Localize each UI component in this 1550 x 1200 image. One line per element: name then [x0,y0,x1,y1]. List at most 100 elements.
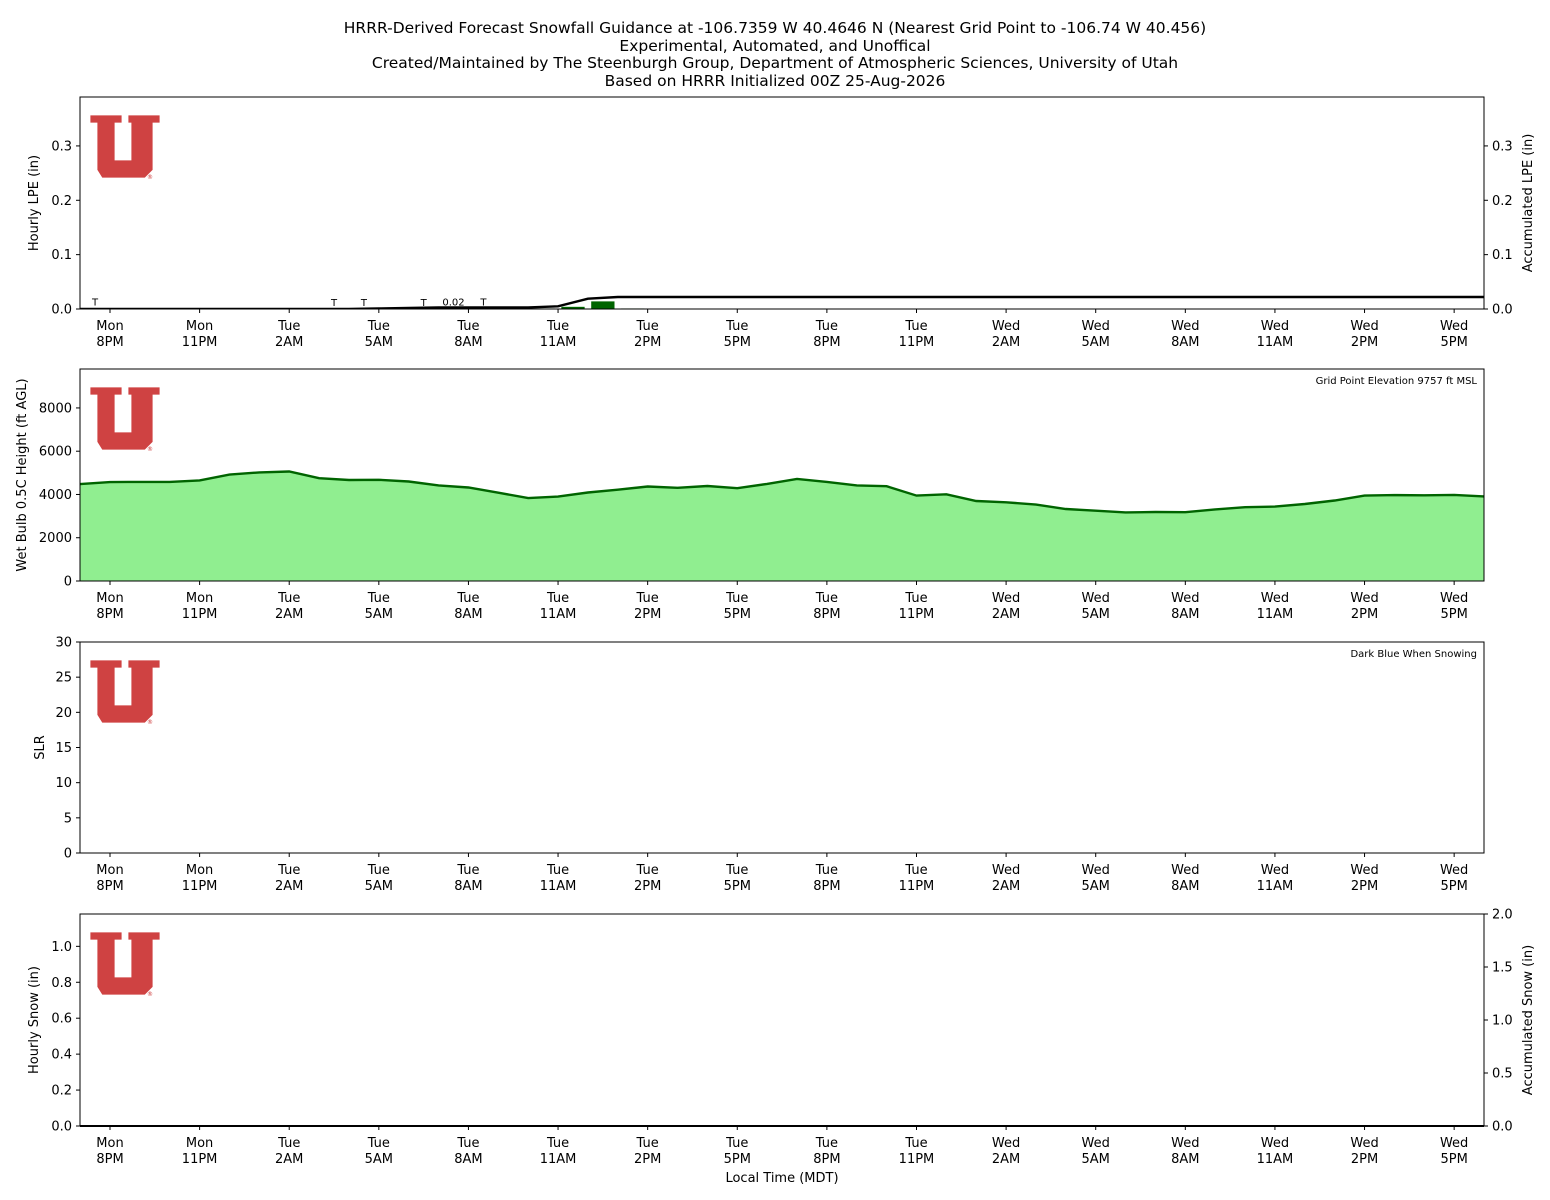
plot-frame [79,368,1485,582]
x-tick-label-day: Tue [904,591,927,606]
x-tick-label-time: 8PM [813,607,840,622]
y2-tick-label: 1.0 [1492,1014,1513,1029]
x-tick-label-time: 11AM [540,879,577,894]
x-tick-label-time: 8AM [1171,879,1199,894]
x-tick-label-day: Wed [992,319,1020,334]
y2-axis-label: Accumulated Snow (in) [1521,945,1536,1095]
x-tick-label-time: 5PM [724,1152,751,1167]
x-tick-label-time: 11PM [899,879,935,894]
x-tick-label-time: 2AM [992,607,1020,622]
snowing-annotation: Dark Blue When Snowing [1350,649,1477,660]
x-tick-label-time: 2AM [275,879,303,894]
x-tick-label-time: 11AM [540,335,577,350]
x-tick-label-time: 2PM [634,607,661,622]
x-tick-label-day: Tue [367,1136,390,1151]
x-tick-label-day: Wed [1440,591,1468,606]
x-tick-label-day: Mon [96,591,123,606]
x-tick-label-day: Wed [1350,1136,1378,1151]
x-tick-label-day: Mon [96,319,123,334]
y2-tick-label: 0.5 [1492,1067,1513,1082]
lpe-bar-label: T [420,298,428,309]
x-tick-label-time: 5PM [724,607,751,622]
y-tick-label: 4000 [39,488,72,503]
x-tick-label-time: 8PM [813,335,840,350]
y-tick-label: 5 [64,811,72,826]
x-tick-label-day: Mon [96,1136,123,1151]
x-tick-label-day: Wed [1082,591,1110,606]
x-tick-label-day: Tue [904,863,927,878]
y-tick-label: 0.4 [51,1048,72,1063]
x-tick-label-day: Wed [1350,591,1378,606]
logo-registered-mark: ® [147,174,153,181]
lpe-bar-label: T [479,297,487,308]
utah-u-logo-icon: ® [89,114,161,181]
x-tick-label-time: 8AM [454,1152,482,1167]
y-tick-label: 0 [64,847,72,862]
utah-u-logo-shape [89,114,161,179]
x-tick-label-time: 5AM [365,607,393,622]
y-tick-label: 0.0 [51,303,72,318]
x-tick-label-day: Wed [1350,863,1378,878]
y-tick-label: 10 [55,776,72,791]
x-tick-label-day: Wed [1350,319,1378,334]
x-tick-label-time: 11PM [899,607,935,622]
elevation-annotation: Grid Point Elevation 9757 ft MSL [1316,376,1478,387]
utah-u-logo-icon: ® [89,386,161,453]
y-tick-label: 20 [55,706,72,721]
x-tick-label-day: Wed [1171,1136,1199,1151]
x-tick-label-time: 8AM [1171,1152,1199,1167]
y2-axis-label: Accumulated LPE (in) [1521,134,1536,273]
y-tick-label: 0.6 [51,1012,72,1027]
x-tick-label-day: Tue [277,863,300,878]
x-tick-label-day: Wed [1261,863,1289,878]
x-tick-label-day: Tue [725,1136,748,1151]
x-tick-label-time: 5AM [365,879,393,894]
y-tick-label: 1.0 [51,940,72,955]
y-axis-label: Hourly Snow (in) [27,966,42,1074]
x-tick-label-day: Mon [186,1136,213,1151]
x-tick-label-time: 8PM [96,879,123,894]
x-tick-label-day: Tue [725,591,748,606]
lpe-accumulated-line [80,295,1484,309]
x-tick-label-time: 5PM [724,879,751,894]
x-tick-label-day: Tue [904,319,927,334]
lpe-bar [561,306,585,309]
utah-u-logo-icon: ® [89,931,161,998]
x-tick-label-time: 5AM [1082,335,1110,350]
x-tick-label-day: Tue [277,1136,300,1151]
x-tick-label-day: Tue [636,1136,659,1151]
utah-u-logo-shape [89,386,161,451]
y-tick-label: 30 [55,636,72,651]
x-tick-label-time: 11PM [899,1152,935,1167]
y2-tick-label: 0.0 [1492,1120,1513,1135]
x-tick-label-time: 11PM [182,335,218,350]
x-tick-label-time: 8AM [1171,335,1199,350]
x-tick-label-day: Tue [367,319,390,334]
x-tick-label-time: 8AM [1171,607,1199,622]
wetbulb-area [80,471,1484,581]
y2-tick-label: 0.0 [1492,303,1513,318]
x-tick-label-time: 2PM [1351,607,1378,622]
wetbulb-line [80,470,1484,514]
x-tick-label-day: Tue [456,591,479,606]
figure-title: HRRR-Derived Forecast Snowfall Guidance … [0,19,1550,90]
lpe-bar-label: T [360,298,368,309]
x-tick-label-time: 5PM [1440,879,1467,894]
y-axis-label: Hourly LPE (in) [27,155,42,251]
plot-frame [79,913,1485,1127]
x-tick-label-day: Tue [636,863,659,878]
y-tick-label: 0.2 [51,194,72,209]
title-line-2: Experimental, Automated, and Unoffical [619,36,931,55]
y-tick-label: 6000 [39,445,72,460]
x-tick-label-time: 8PM [96,607,123,622]
x-tick-label-day: Tue [815,1136,838,1151]
x-tick-label-day: Tue [725,319,748,334]
x-tick-label-time: 11AM [540,607,577,622]
x-tick-label-time: 2AM [992,879,1020,894]
x-tick-label-day: Tue [815,863,838,878]
x-tick-label-time: 8AM [454,607,482,622]
utah-u-logo-shape [89,659,161,724]
y-tick-label: 25 [55,671,72,686]
x-tick-label-time: 2AM [275,607,303,622]
